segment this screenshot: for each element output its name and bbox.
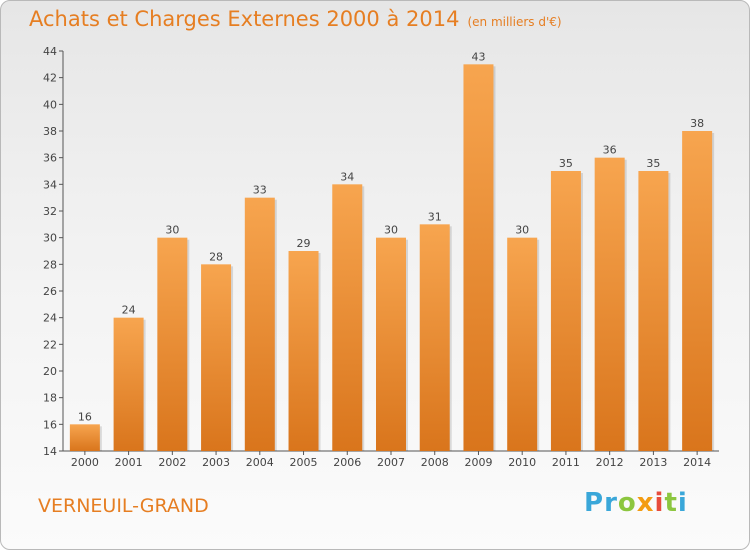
bar-2007 <box>376 237 406 451</box>
bar-2008 <box>419 224 450 451</box>
x-tick-label: 2014 <box>683 456 711 469</box>
town-name: VERNEUIL-GRAND <box>38 495 209 517</box>
value-label: 43 <box>471 50 485 63</box>
y-tick-label: 30 <box>43 232 57 245</box>
value-label: 30 <box>384 224 398 237</box>
brand-letter: i <box>654 488 665 518</box>
bar-2000 <box>69 424 100 451</box>
x-tick-label: 2000 <box>71 456 99 469</box>
x-tick-label: 2005 <box>290 456 318 469</box>
value-label: 29 <box>297 237 311 250</box>
x-tick-label: 2010 <box>508 456 536 469</box>
brand-letter: i <box>677 488 688 518</box>
value-label: 30 <box>515 224 529 237</box>
brand-letter: P <box>584 488 605 518</box>
bar-2009 <box>463 64 494 452</box>
x-tick-label: 2001 <box>115 456 143 469</box>
y-tick-label: 42 <box>43 72 57 85</box>
bar-2006 <box>332 184 363 452</box>
chart-bars: 16 24 30 28 33 29 34 30 31 43 30 35 36 35 38 <box>69 50 715 452</box>
y-tick-label: 32 <box>43 205 57 218</box>
y-tick-label: 40 <box>43 98 57 111</box>
x-tick-label: 2002 <box>158 456 186 469</box>
x-tick-label: 2003 <box>202 456 230 469</box>
brand-letter: t <box>664 488 678 518</box>
y-tick-label: 16 <box>43 418 57 431</box>
brand-letter: r <box>604 488 618 518</box>
value-label: 31 <box>428 210 442 223</box>
bar-2003 <box>201 264 232 451</box>
y-tick-label: 28 <box>43 258 57 271</box>
chart-axes: 14 16 18 20 22 24 26 28 30 32 34 36 38 40 42 44 2000 2001… <box>43 45 719 469</box>
y-tick-label: 20 <box>43 365 57 378</box>
chart-unit: (en milliers d'€) <box>467 15 562 29</box>
value-label: 38 <box>690 117 704 130</box>
bar-2010 <box>507 237 538 451</box>
x-tick-label: 2007 <box>377 456 405 469</box>
value-label: 33 <box>253 184 267 197</box>
bar-2014 <box>682 131 713 451</box>
chart-title: Achats et Charges Externes 2000 à 2014 (e… <box>29 7 562 31</box>
chart-title-text: Achats et Charges Externes 2000 à 2014 <box>29 7 460 31</box>
value-label: 35 <box>646 157 660 170</box>
value-label: 24 <box>122 304 136 317</box>
value-label: 28 <box>209 250 223 263</box>
x-tick-label: 2012 <box>596 456 624 469</box>
x-tick-label: 2004 <box>246 456 274 469</box>
brand-letter: x <box>636 488 655 518</box>
x-tick-label: 2006 <box>333 456 361 469</box>
brand-logo: Proxiti <box>584 488 688 518</box>
y-tick-label: 44 <box>43 45 57 58</box>
value-label: 16 <box>78 410 92 423</box>
brand-letter: o <box>617 488 637 518</box>
y-tick-label: 26 <box>43 285 57 298</box>
value-label: 35 <box>559 157 573 170</box>
bar-2011 <box>550 171 581 451</box>
bar-2013 <box>638 171 669 451</box>
bar-2001 <box>113 317 144 451</box>
y-tick-label: 24 <box>43 312 57 325</box>
value-label: 34 <box>340 170 354 183</box>
x-tick-label: 2011 <box>552 456 580 469</box>
y-tick-label: 22 <box>43 338 57 351</box>
x-tick-label: 2009 <box>464 456 492 469</box>
y-tick-label: 36 <box>43 152 57 165</box>
value-label: 30 <box>165 224 179 237</box>
x-tick-label: 2013 <box>639 456 667 469</box>
y-tick-label: 34 <box>43 178 57 191</box>
y-tick-label: 14 <box>43 445 57 458</box>
bar-2004 <box>244 197 275 451</box>
value-label: 36 <box>603 144 617 157</box>
y-tick-label: 38 <box>43 125 57 138</box>
y-tick-label: 18 <box>43 392 57 405</box>
bar-2005 <box>288 251 319 451</box>
bar-2012 <box>594 157 625 451</box>
x-tick-label: 2008 <box>421 456 449 469</box>
bar-2002 <box>157 237 188 451</box>
